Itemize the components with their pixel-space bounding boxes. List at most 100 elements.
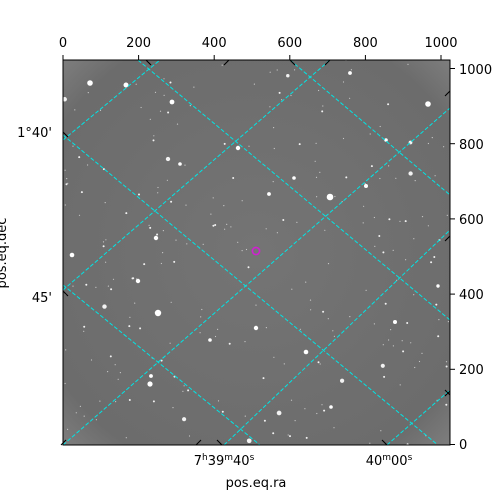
star (105, 239, 107, 241)
star (172, 407, 174, 409)
star (65, 349, 67, 351)
star (290, 399, 293, 401)
top-tick-label: 0 (59, 36, 67, 51)
star (248, 145, 250, 147)
star (165, 156, 171, 162)
star (224, 228, 226, 230)
star (407, 63, 409, 65)
star (291, 288, 293, 290)
x-axis-title: pos.eq.ra (226, 476, 287, 491)
star (290, 94, 292, 97)
star (276, 69, 278, 71)
star (267, 192, 271, 196)
star (425, 101, 431, 107)
star (269, 106, 271, 108)
star (333, 427, 335, 429)
star (99, 109, 102, 111)
star (362, 222, 364, 224)
star (374, 245, 376, 247)
star (187, 389, 190, 392)
star (431, 137, 433, 139)
right-tick-label: 1000 (459, 63, 492, 78)
star (273, 147, 275, 150)
star (214, 224, 217, 226)
star (370, 165, 373, 168)
ra-tick-label: 7h39m40s (194, 453, 255, 469)
star (349, 97, 351, 99)
star (241, 200, 243, 202)
star (383, 375, 386, 378)
star (109, 355, 112, 358)
star (67, 428, 69, 430)
star (326, 193, 334, 201)
star (125, 212, 128, 215)
star (287, 434, 289, 436)
star (369, 133, 371, 135)
star (107, 371, 109, 373)
star (332, 330, 334, 332)
grid-line (137, 60, 450, 321)
star (182, 390, 184, 392)
star (390, 329, 392, 331)
star (380, 430, 382, 432)
star (123, 82, 129, 88)
star (392, 345, 394, 347)
dec-tick-label: 45' (32, 291, 52, 306)
star (304, 408, 306, 410)
star (160, 262, 162, 265)
star (188, 435, 191, 437)
star (115, 401, 117, 403)
star (348, 71, 352, 75)
star (363, 205, 365, 207)
star (322, 105, 324, 107)
star (212, 197, 214, 199)
star (63, 97, 67, 102)
star (373, 216, 375, 219)
star (244, 341, 246, 343)
star (83, 325, 86, 328)
star (384, 138, 388, 142)
star (329, 405, 333, 409)
star (140, 106, 142, 109)
star (365, 289, 367, 291)
star (173, 260, 176, 263)
star (265, 327, 267, 329)
star (345, 176, 348, 179)
star (148, 224, 150, 226)
star (382, 251, 385, 254)
star (189, 105, 191, 107)
star (95, 286, 97, 288)
star (305, 436, 308, 439)
star (399, 384, 401, 386)
star (105, 261, 107, 263)
star (272, 181, 274, 183)
star (78, 214, 81, 216)
star (169, 81, 172, 84)
star (401, 340, 403, 342)
star (223, 142, 226, 145)
star (65, 183, 68, 186)
star (112, 278, 115, 280)
star (298, 143, 301, 146)
star (226, 223, 228, 225)
star (69, 252, 75, 258)
star (395, 177, 397, 179)
star (107, 285, 109, 287)
star (163, 78, 165, 80)
star (157, 192, 159, 194)
star (378, 235, 381, 237)
star (327, 263, 330, 265)
star (421, 216, 424, 218)
star (286, 73, 290, 78)
star (388, 165, 390, 167)
star (119, 372, 121, 374)
star (202, 243, 204, 245)
star (87, 80, 93, 86)
star (447, 321, 449, 323)
star (170, 200, 173, 203)
star (185, 204, 187, 206)
star (228, 342, 231, 345)
top-pixel-axis: 0 200 400 600 800 1000 (59, 36, 458, 60)
star (388, 218, 391, 221)
